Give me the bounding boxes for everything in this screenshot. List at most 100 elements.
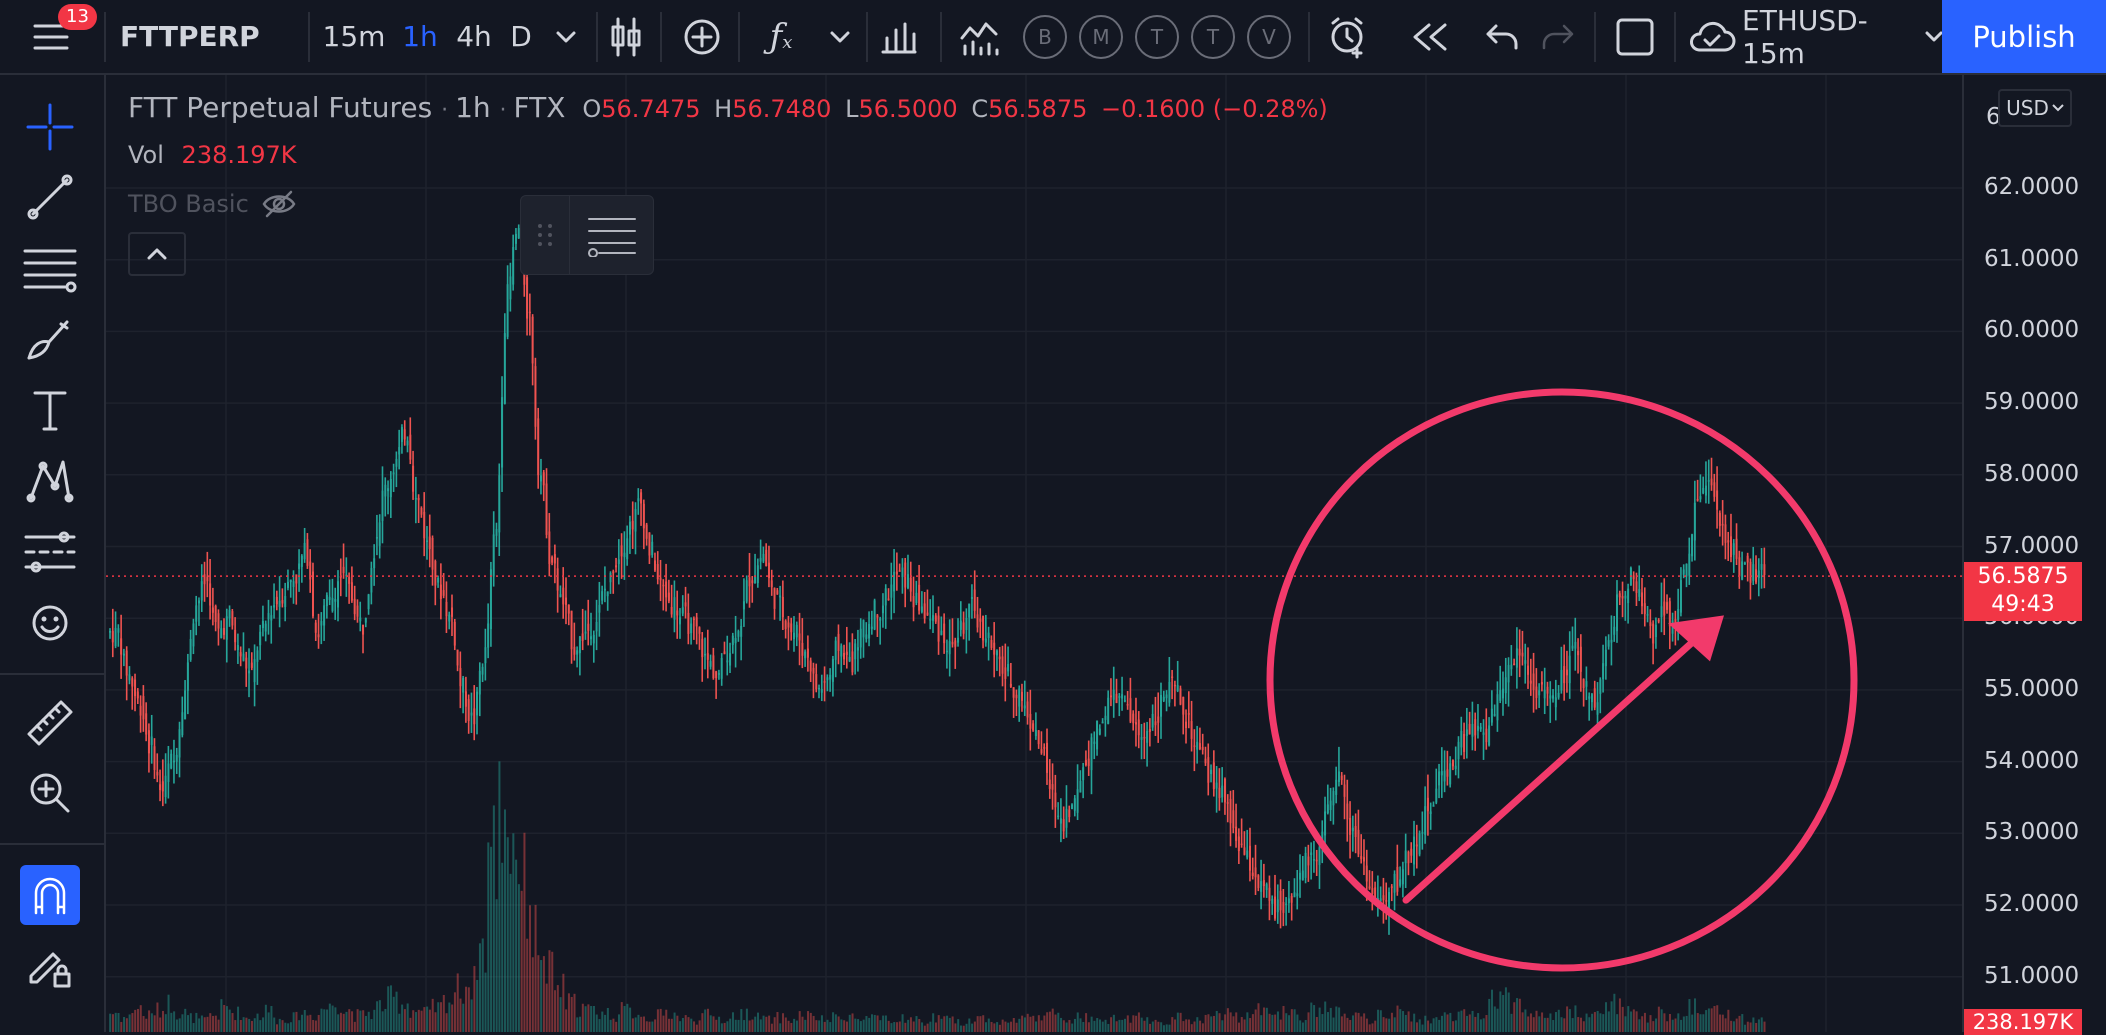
volume-bar [665,1009,668,1032]
price-axis[interactable]: 6 USD 62.0000 61.0000 60.0000 59.0000 58.000… [1962,75,2106,1035]
indicator-t2-button[interactable]: T [1190,0,1236,73]
volume-bar [1065,1022,1068,1032]
volume-bar [990,1021,993,1032]
volume-bar [412,1010,415,1032]
floating-toolbar[interactable] [520,195,654,275]
interval-15m[interactable]: 15m [322,20,386,53]
candle-body [823,681,826,683]
volume-bar [812,1015,815,1032]
volume-bar [662,1015,665,1032]
fib-tool[interactable] [14,238,86,298]
pattern-tool[interactable] [14,451,86,511]
candle-body [467,699,470,721]
chevron-down-icon [1925,31,1943,41]
interval-4h[interactable]: 4h [456,20,492,53]
candle-body [1087,758,1090,767]
volume-bar [1543,1017,1546,1032]
alert-button[interactable] [1326,0,1372,73]
layout-name[interactable]: ETHUSD-15m [1742,3,1868,70]
volume-bar [748,1020,751,1032]
candle-body [1062,819,1065,832]
ruler-tool[interactable] [14,693,86,753]
emoji-tool[interactable] [14,593,86,653]
candle-body [200,581,203,601]
redo-button[interactable] [1536,0,1580,73]
interval-d[interactable]: D [510,20,532,53]
volume-bar [626,1003,629,1032]
bar-chart-button[interactable] [876,0,922,73]
crosshair-tool[interactable] [14,97,86,157]
volume-bar [695,1024,698,1032]
undo-button[interactable] [1480,0,1524,73]
interval-dropdown[interactable] [546,0,586,73]
candle-body [868,624,871,639]
symbol-search[interactable]: FTTPERP [120,20,260,53]
volume-bar [573,993,576,1032]
drag-handle[interactable] [521,196,570,274]
candle-body [1418,833,1421,855]
annotation-arrow-head[interactable] [1668,615,1724,662]
indicator-t1-button[interactable]: T [1134,0,1180,73]
candle-body [1674,619,1677,625]
volume-bar [595,1014,598,1032]
candle-body [907,574,910,589]
volume-bar [693,1021,696,1032]
volume-bar [687,1017,690,1032]
fullscreen-button[interactable] [1612,0,1658,73]
candle-body [801,642,804,656]
magnet-tool[interactable] [20,865,80,925]
candle-body [998,656,1001,660]
candle-body [581,633,584,641]
indicators-button[interactable]: ƒx [758,0,804,73]
cloud-save-button[interactable] [1686,0,1738,73]
chart-type-button[interactable] [606,0,646,73]
layout-dropdown[interactable] [1924,0,1944,73]
notification-badge: 13 [58,4,97,30]
candle-body [648,532,651,556]
candle-body [756,565,759,584]
text-tool[interactable] [14,380,86,440]
publish-button[interactable]: Publish [1942,0,2106,73]
candle-body [1057,815,1060,818]
currency-selector[interactable]: USD [1998,89,2072,127]
candle-body [1154,721,1157,726]
collapse-legend-button[interactable] [128,232,186,276]
candle-body [1451,760,1454,767]
zoom-tool[interactable] [14,763,86,823]
indicators-dropdown[interactable] [820,0,860,73]
lock-drawings-tool[interactable] [14,937,86,997]
indicator-templates-button[interactable] [956,0,1002,73]
line-settings-button[interactable] [570,196,653,274]
compare-button[interactable] [680,0,724,73]
volume-bar [406,1003,409,1032]
chart-area[interactable]: FTT Perpetual Futures · 1h · FTX O56.747… [106,75,1966,1032]
forecast-tool[interactable] [14,522,86,582]
candle-body [484,647,487,664]
volume-bar [873,1014,876,1032]
menu-button[interactable]: 13 [16,0,97,73]
interval-1h[interactable]: 1h [402,20,438,53]
volume-bar [462,1003,465,1032]
annotation-arrow-line[interactable] [1402,631,1704,904]
eye-hidden-icon[interactable] [261,189,297,219]
candle-body [1663,601,1666,616]
candle-body [456,649,459,666]
candle-body [609,573,612,583]
indicator-m-button[interactable]: M [1078,0,1124,73]
indicator-b-button[interactable]: B [1022,0,1068,73]
annotation-circle[interactable] [1266,388,1858,972]
volume-bar [273,1017,276,1032]
volume-bar [1488,998,1491,1032]
volume-bar [996,1022,999,1032]
indicator-v-button[interactable]: V [1246,0,1292,73]
candle-body [1371,888,1374,894]
brush-tool[interactable] [14,309,86,369]
volume-bar [1696,1013,1699,1032]
candle-body [890,584,893,598]
replay-button[interactable] [1408,0,1454,73]
volume-bar [292,1012,295,1032]
candle-body [462,678,465,693]
candle-body [437,577,440,583]
volume-bar [175,1019,178,1032]
trend-line-tool[interactable] [14,167,86,227]
